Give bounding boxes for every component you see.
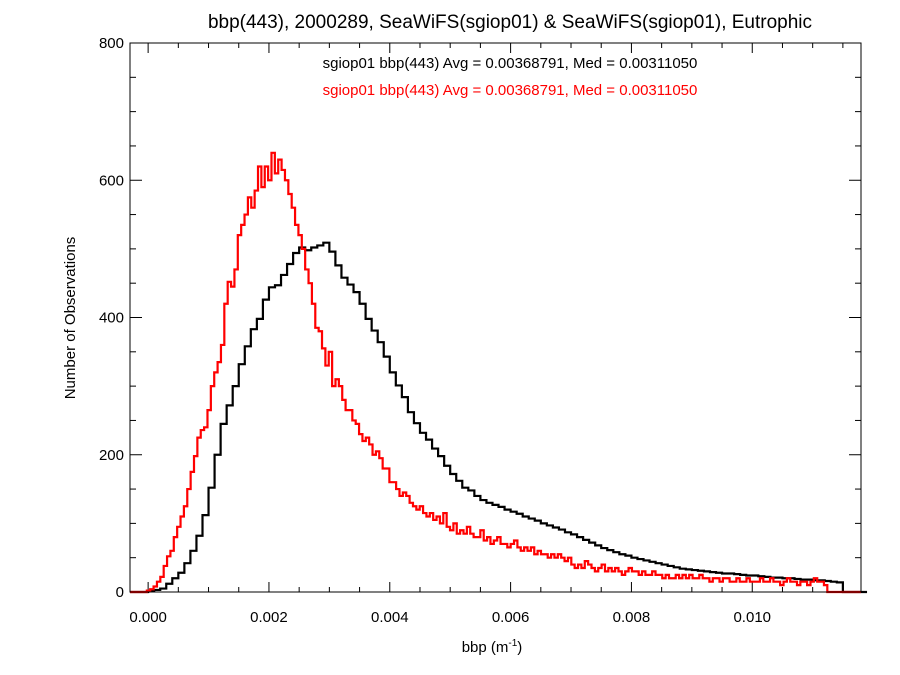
- chart-title-group: bbp(443), 2000289, SeaWiFS(sgiop01) & Se…: [208, 12, 812, 33]
- chart-title: bbp(443), 2000289, SeaWiFS(sgiop01) & Se…: [208, 12, 812, 33]
- y-tick-label: 200: [99, 447, 124, 464]
- x-tick-label: 0.006: [492, 609, 530, 626]
- y-tick-label: 800: [99, 35, 124, 52]
- legend: sgiop01 bbp(443) Avg = 0.00368791, Med =…: [323, 55, 698, 99]
- svg-text:bbp (m-1): bbp (m-1): [462, 638, 523, 656]
- y-tick-label: 400: [99, 310, 124, 327]
- x-tick-label: 0.000: [129, 609, 167, 626]
- y-axis-label: Number of Observations: [62, 237, 79, 400]
- y-tick-label: 0: [116, 584, 124, 601]
- legend-entry-black: sgiop01 bbp(443) Avg = 0.00368791, Med =…: [323, 55, 698, 72]
- x-axis-label-text: bbp (m: [462, 639, 509, 656]
- x-tick-label: 0.010: [733, 609, 771, 626]
- y-tick-label: 600: [99, 172, 124, 189]
- x-tick-label: 0.004: [371, 609, 409, 626]
- series-layer: [130, 151, 868, 594]
- axes-layer: 0.000 0.002 0.004 0.006 0.008 0.010 0 200 400 600…: [99, 35, 861, 626]
- x-axis-label-suffix: ): [517, 639, 522, 656]
- x-tick-label: 0.002: [250, 609, 288, 626]
- x-tick-label: 0.008: [613, 609, 651, 626]
- x-axis-label: bbp (m-1): [462, 638, 523, 656]
- legend-entry-red: sgiop01 bbp(443) Avg = 0.00368791, Med =…: [323, 82, 698, 99]
- histogram-series-1: [130, 151, 861, 594]
- x-axis-label-superscript: -1: [508, 638, 517, 649]
- histogram-series-0: [130, 241, 868, 594]
- plot-frame: [129, 42, 862, 593]
